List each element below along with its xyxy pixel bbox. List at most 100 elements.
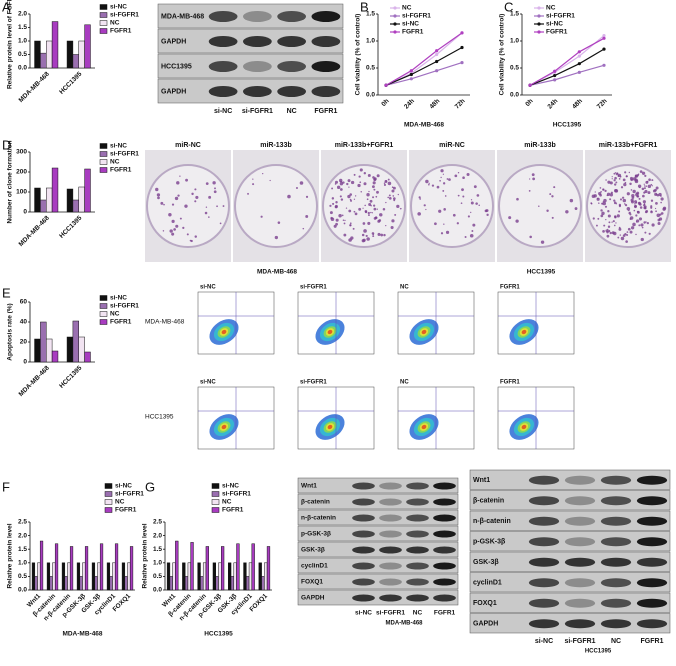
legend-swatch xyxy=(99,20,108,26)
colony xyxy=(448,178,451,181)
bar xyxy=(121,562,126,591)
blot-band xyxy=(406,482,429,490)
colony xyxy=(160,201,164,205)
colony xyxy=(651,179,654,182)
colony xyxy=(609,231,612,235)
colony xyxy=(331,187,334,190)
colony xyxy=(335,222,338,226)
colony xyxy=(639,206,643,209)
blot-band xyxy=(352,514,375,522)
colony xyxy=(213,190,217,194)
colony xyxy=(335,218,339,222)
x-tick-label: 72h xyxy=(454,98,467,111)
bar xyxy=(51,21,59,69)
colony xyxy=(515,219,519,223)
colony xyxy=(377,232,381,236)
point xyxy=(602,63,606,67)
bar xyxy=(233,562,237,591)
colony xyxy=(470,211,472,214)
colony xyxy=(370,211,372,214)
colony xyxy=(373,188,376,191)
colony xyxy=(611,176,613,178)
colony xyxy=(529,235,532,239)
blot-band xyxy=(406,530,429,538)
colony xyxy=(528,190,531,192)
colony xyxy=(540,240,545,244)
colony xyxy=(457,194,460,197)
colony xyxy=(163,203,165,206)
colony xyxy=(352,227,355,230)
colony xyxy=(516,197,519,201)
colony xyxy=(638,197,641,200)
colony xyxy=(636,174,640,177)
legend-marker xyxy=(537,22,541,26)
panel-label: A xyxy=(2,0,11,14)
bar xyxy=(51,167,59,213)
colony xyxy=(171,203,175,206)
colony xyxy=(162,230,165,232)
colony xyxy=(339,188,343,191)
colony xyxy=(359,181,362,184)
colony xyxy=(444,195,447,197)
blot-lane-label: NC xyxy=(611,638,621,645)
colony xyxy=(329,211,333,215)
colony xyxy=(614,176,617,180)
bar xyxy=(187,562,191,591)
blot-lane-label: si-NC xyxy=(355,610,372,617)
colony xyxy=(467,215,470,218)
blot-band xyxy=(600,578,632,588)
y-tick-label: 1.0 xyxy=(366,38,375,45)
legend-swatch xyxy=(99,303,108,309)
colony xyxy=(373,177,377,181)
flow-density xyxy=(327,329,333,335)
point xyxy=(577,54,581,58)
colony xyxy=(604,205,608,208)
colony xyxy=(367,211,370,215)
blot-row-label: GAPDH xyxy=(473,621,498,628)
y-tick-label: 0.5 xyxy=(366,65,375,72)
colony xyxy=(622,198,627,203)
bar xyxy=(236,543,240,591)
colony xyxy=(366,237,370,241)
blot-strip xyxy=(469,572,671,593)
bar xyxy=(46,338,53,363)
blot-band xyxy=(379,482,402,490)
bar xyxy=(215,576,219,591)
colony xyxy=(643,185,646,187)
colony xyxy=(361,233,365,237)
point xyxy=(435,49,439,53)
legend-label: si-NC xyxy=(115,483,132,490)
colony xyxy=(425,208,427,211)
legend-label: FGFR1 xyxy=(546,29,568,36)
colony xyxy=(531,173,535,177)
legend-label: NC xyxy=(115,499,125,506)
point xyxy=(577,50,581,54)
bar xyxy=(169,576,173,591)
colony xyxy=(374,216,378,219)
colony xyxy=(340,198,344,201)
bar xyxy=(31,562,36,591)
colony xyxy=(654,192,658,196)
panel-label: D xyxy=(2,137,11,152)
colony xyxy=(624,171,627,174)
colony xyxy=(171,232,175,236)
colony xyxy=(628,171,631,174)
bar xyxy=(69,546,74,591)
colony xyxy=(647,184,652,189)
colony xyxy=(613,179,616,182)
colony xyxy=(379,213,383,217)
y-tick-label: 1.0 xyxy=(153,560,162,567)
blot-band xyxy=(600,496,632,506)
colony xyxy=(438,209,442,213)
colony xyxy=(343,222,346,225)
y-axis-label: Relative protein level xyxy=(7,523,14,588)
colony xyxy=(599,187,602,189)
bar xyxy=(76,562,81,591)
legend-label: NC xyxy=(546,5,556,12)
blot-band xyxy=(636,537,668,547)
x-axis-label: MDA-MB-468 xyxy=(62,631,102,638)
colony xyxy=(428,183,430,186)
blot-band xyxy=(311,86,341,97)
colony xyxy=(613,224,616,227)
plate-label: miR-133b+FGFR1 xyxy=(335,142,394,149)
